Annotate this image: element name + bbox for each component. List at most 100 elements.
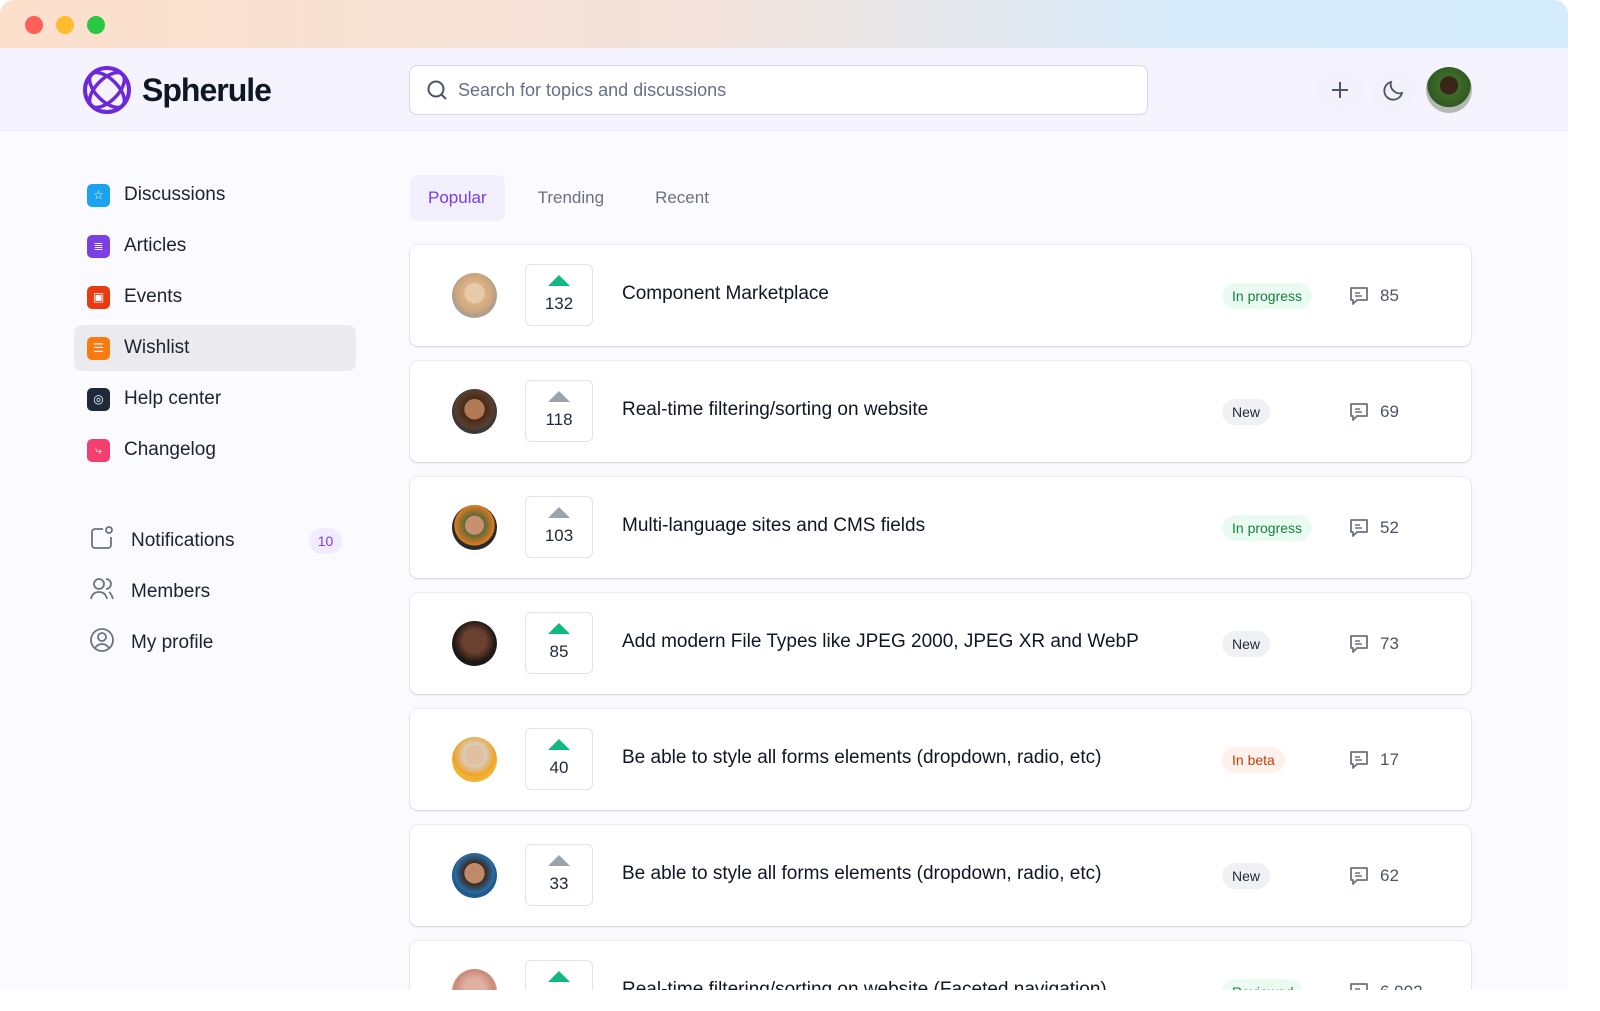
sidebar-item-label: Notifications [131, 530, 235, 551]
sidebar-item-label: Discussions [124, 184, 226, 205]
dark-mode-toggle[interactable] [1371, 67, 1417, 113]
plus-icon [1332, 82, 1348, 98]
globe-icon: ◎ [87, 387, 110, 411]
comment-count-value: 73 [1380, 634, 1399, 653]
status-badge: New [1222, 863, 1271, 889]
top-header: Spherule [0, 48, 1568, 131]
search-input[interactable] [458, 79, 1058, 101]
comment-icon [1350, 751, 1368, 769]
comment-count[interactable]: 6,902 [1348, 981, 1423, 990]
post-title[interactable]: Component Marketplace [622, 283, 829, 304]
upvote-arrow-icon [548, 971, 570, 982]
author-avatar [452, 621, 497, 666]
author-avatar [452, 273, 497, 318]
upvote-button[interactable]: 40 [525, 728, 593, 790]
minimize-window-button[interactable] [56, 16, 74, 34]
upvote-arrow-icon [548, 855, 570, 866]
comment-count-value: 6,902 [1380, 982, 1423, 990]
upvote-arrow-icon [548, 623, 570, 634]
vote-count: 132 [544, 294, 574, 313]
comment-count[interactable]: 17 [1348, 749, 1399, 771]
comment-count[interactable]: 62 [1348, 865, 1399, 887]
upvote-arrow-icon [548, 739, 570, 750]
git-branch-icon: ⤷ [87, 438, 110, 462]
comment-count-value: 69 [1380, 402, 1399, 421]
post-row[interactable]: 118 Real-time filtering/sorting on websi… [410, 361, 1471, 462]
upvote-button[interactable]: 103 [525, 496, 593, 558]
status-badge: New [1222, 631, 1271, 657]
moon-icon [1383, 80, 1404, 101]
users-icon [89, 576, 115, 608]
author-avatar [452, 505, 497, 550]
sidebar-item-label: Changelog [124, 439, 216, 460]
notification-icon [89, 525, 115, 557]
close-window-button[interactable] [25, 16, 43, 34]
vote-count: 33 [549, 874, 569, 893]
sidebar-item-my-profile[interactable]: My profile [74, 620, 356, 666]
vote-count: 85 [549, 642, 569, 661]
star-icon: ☆ [87, 183, 110, 207]
sidebar-item-discussions[interactable]: ☆ Discussions [74, 172, 356, 218]
post-title[interactable]: Be able to style all forms elements (dro… [622, 747, 1102, 768]
post-title[interactable]: Multi-language sites and CMS fields [622, 515, 926, 536]
post-title[interactable]: Add modern File Types like JPEG 2000, JP… [622, 631, 1139, 652]
tab-popular[interactable]: Popular [410, 175, 505, 221]
newspaper-icon: ≣ [87, 234, 110, 258]
sidebar-item-articles[interactable]: ≣ Articles [74, 223, 356, 269]
sidebar-item-help-center[interactable]: ◎ Help center [74, 376, 356, 422]
comment-count[interactable]: 69 [1348, 401, 1399, 423]
comment-count[interactable]: 73 [1348, 633, 1399, 655]
upvote-button[interactable] [525, 960, 593, 990]
post-title[interactable]: Real-time filtering/sorting on website [622, 399, 929, 420]
comment-icon [1350, 983, 1368, 990]
upvote-button[interactable]: 118 [525, 380, 593, 442]
post-row[interactable]: 40 Be able to style all forms elements (… [410, 709, 1471, 810]
sidebar-item-label: Wishlist [124, 337, 190, 358]
tab-recent[interactable]: Recent [655, 188, 709, 207]
logo[interactable]: Spherule [82, 65, 272, 115]
upvote-button[interactable]: 33 [525, 844, 593, 906]
author-avatar [452, 737, 497, 782]
sidebar-item-label: Help center [124, 388, 222, 409]
add-button[interactable] [1317, 67, 1363, 113]
upvote-arrow-icon [548, 507, 570, 518]
sidebar-item-wishlist[interactable]: ☰ Wishlist [74, 325, 356, 371]
post-row[interactable]: 132 Component Marketplace In progress 85 [410, 245, 1471, 346]
post-title[interactable]: Real-time filtering/sorting on website (… [622, 979, 1107, 990]
sidebar: ☆ Discussions ≣ Articles ▣ Events ☰ Wishlist ◎ He… [74, 172, 356, 671]
status-badge: In beta [1222, 747, 1285, 773]
sidebar-item-notifications[interactable]: Notifications 10 [74, 518, 356, 564]
upvote-arrow-icon [548, 391, 570, 402]
tab-trending[interactable]: Trending [537, 188, 605, 207]
user-avatar[interactable] [1426, 67, 1472, 113]
vote-count: 40 [549, 758, 569, 777]
sidebar-item-label: My profile [131, 632, 214, 653]
upvote-button[interactable]: 132 [525, 264, 593, 326]
author-avatar [452, 389, 497, 434]
search-bar[interactable] [409, 65, 1148, 115]
comment-count[interactable]: 85 [1348, 285, 1399, 307]
status-badge: In progress [1222, 283, 1313, 309]
search-icon [427, 80, 447, 100]
sidebar-item-label: Members [131, 581, 211, 602]
comment-count-value: 52 [1380, 518, 1399, 537]
spherule-logo-icon [83, 66, 131, 114]
post-title[interactable]: Be able to style all forms elements (dro… [622, 863, 1102, 884]
comment-count[interactable]: 52 [1348, 517, 1399, 539]
upvote-button[interactable]: 85 [525, 612, 593, 674]
status-badge: New [1222, 399, 1271, 425]
post-row[interactable]: 85 Add modern File Types like JPEG 2000,… [410, 593, 1471, 694]
sidebar-item-members[interactable]: Members [74, 569, 356, 615]
sidebar-item-events[interactable]: ▣ Events [74, 274, 356, 320]
sidebar-item-changelog[interactable]: ⤷ Changelog [74, 427, 356, 473]
status-badge: Reviewed [1222, 979, 1304, 990]
status-badge: In progress [1222, 515, 1313, 541]
post-row[interactable]: 103 Multi-language sites and CMS fields … [410, 477, 1471, 578]
vote-count: 103 [544, 526, 574, 545]
author-avatar [452, 969, 497, 990]
comment-icon [1350, 867, 1368, 885]
maximize-window-button[interactable] [87, 16, 105, 34]
comment-icon [1350, 635, 1368, 653]
post-row[interactable]: Real-time filtering/sorting on website (… [410, 941, 1471, 990]
post-row[interactable]: 33 Be able to style all forms elements (… [410, 825, 1471, 926]
